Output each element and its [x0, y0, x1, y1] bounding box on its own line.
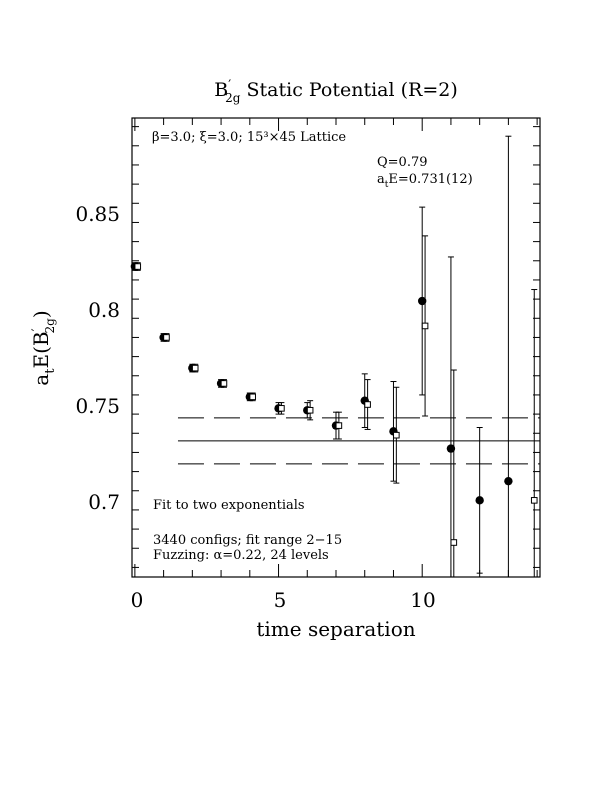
fit-lines	[177, 417, 540, 465]
data-points	[130, 135, 538, 577]
annotation-fit: Fit to two exponentials	[153, 498, 305, 513]
point-circle-12	[475, 496, 484, 505]
point-circle-13	[504, 476, 513, 486]
point-circle-10	[417, 296, 427, 306]
point-square-1	[163, 334, 170, 341]
x-tick-label-5: 5	[274, 588, 287, 612]
point-square-9	[393, 431, 400, 439]
energy-asub: t	[385, 180, 389, 190]
point-square-6	[306, 406, 314, 414]
y-tick-labels: 0.7 0.75 0.8 0.85	[75, 202, 120, 514]
point-circle-11	[446, 444, 456, 453]
point-square-2	[191, 364, 199, 372]
y-axis-label: atE(B′2g)	[29, 310, 58, 385]
chart-title: B′ 2g Static Potential (R=2)	[214, 78, 458, 105]
x-tick-label-0: 0	[131, 588, 144, 612]
y-label-prime: ′	[30, 328, 45, 331]
point-square-5	[278, 405, 285, 412]
axis-ticks	[132, 118, 540, 577]
y-tick-label-0.7: 0.7	[88, 490, 120, 514]
title-base: B	[214, 79, 228, 101]
point-square-10	[421, 322, 429, 330]
annotation-q: Q=0.79	[377, 155, 428, 170]
point-square-11	[450, 539, 458, 546]
annotation-energy: atE=0.731(12)	[377, 172, 473, 190]
energy-rest: E=0.731(12)	[388, 172, 472, 187]
y-label-sub: 2g	[43, 318, 57, 334]
y-tick-label-0.8: 0.8	[88, 298, 120, 322]
y-label-a: a	[29, 374, 53, 386]
title-subscript: 2g	[225, 91, 241, 105]
x-tick-labels: 0 5 10	[131, 588, 436, 612]
y-label-end: )	[29, 310, 53, 318]
point-square-8	[364, 401, 371, 408]
x-tick-label-10: 10	[410, 588, 435, 612]
point-square-4	[249, 393, 256, 401]
y-label-asub: t	[43, 368, 58, 374]
point-square-7	[335, 422, 343, 429]
annotation-fuzzing: Fuzzing: α=0.22, 24 levels	[153, 548, 329, 563]
y-tick-label-0.75: 0.75	[75, 394, 120, 418]
annotation-configs: 3440 configs; fit range 2−15	[153, 533, 342, 548]
point-square-12	[530, 497, 538, 504]
x-axis-label: time separation	[256, 617, 415, 641]
title-rest: Static Potential (R=2)	[240, 79, 457, 101]
y-tick-label-0.85: 0.85	[75, 202, 120, 226]
point-square-0	[134, 263, 142, 270]
energy-a: a	[377, 172, 385, 187]
point-square-3	[220, 380, 228, 387]
y-label-mid: E(B	[29, 331, 53, 368]
title-prime: ′	[228, 78, 231, 93]
annotation-lattice: β=3.0; ξ=3.0; 15³×45 Lattice	[152, 130, 346, 145]
